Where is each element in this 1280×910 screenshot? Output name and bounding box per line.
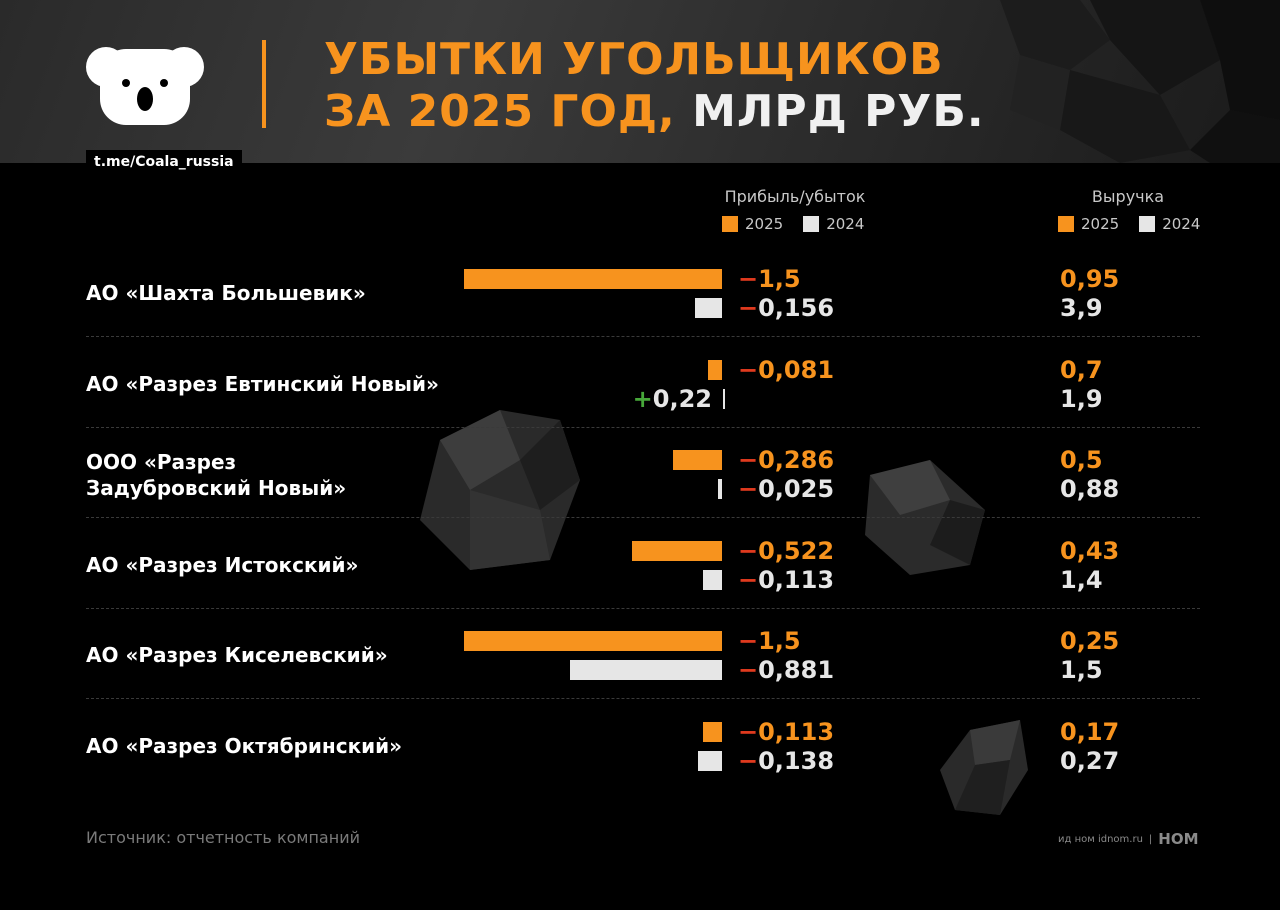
value-number: 0,522	[758, 536, 835, 565]
value-sign: −	[738, 717, 759, 746]
value-number: 0,113	[758, 717, 835, 746]
value-sign: −	[738, 446, 759, 474]
company-name: ООО «Разрез Задубровский Новый»	[86, 450, 347, 500]
title-line-2-white: МЛРД РУБ.	[692, 86, 985, 137]
title-divider	[262, 40, 266, 128]
legend-swatch-2025	[1058, 216, 1074, 232]
bar-2024	[717, 479, 722, 499]
value-number: 0,156	[758, 294, 835, 322]
coal-lump-image	[420, 410, 580, 570]
profit-value-2025: −0,113	[738, 718, 834, 746]
coal-texture-image	[1000, 0, 1280, 163]
revenue-value-2024: 0,27	[1060, 746, 1120, 775]
revenue-value-2024: 3,9	[1060, 294, 1103, 322]
profit-value-2025: −1,5	[738, 265, 801, 293]
bar-2024	[570, 660, 722, 680]
company-name: АО «Разрез Октябринский»	[86, 733, 403, 758]
profit-value-2025: −0,081	[738, 356, 834, 384]
legend-label-2024: 2024	[826, 215, 865, 233]
revenue-column-title: Выручка	[1091, 187, 1165, 206]
value-sign: −	[738, 265, 759, 293]
value-sign: −	[738, 294, 759, 322]
value-sign: −	[738, 656, 759, 684]
row-separator	[86, 698, 1200, 699]
legend-label-2024: 2024	[1162, 215, 1201, 233]
bar-2025	[632, 540, 722, 561]
value-sign: −	[738, 355, 759, 384]
company-name: АО «Разрез Истокский»	[86, 552, 359, 577]
profit-value-2025: −1,5	[738, 627, 801, 655]
bar-2024	[695, 298, 722, 318]
title-line-2-orange: ЗА 2025 ГОД,	[324, 86, 676, 137]
row-separator	[86, 607, 1200, 609]
revenue-value-2024: 0,88	[1060, 475, 1120, 503]
source-note: Источник: отчетность компаний	[86, 828, 360, 847]
channel-handle[interactable]: t.me/Coala_russia	[86, 150, 242, 174]
revenue-value-2025: 0,17	[1060, 717, 1120, 746]
coal-lump-image	[940, 720, 1028, 815]
value-sign: −	[738, 475, 759, 503]
revenue-value-2025: 0,43	[1060, 536, 1120, 565]
value-number: 0,025	[758, 475, 835, 503]
header-banner	[0, 0, 1280, 163]
bar-2025	[708, 359, 722, 380]
value-number: 1,5	[758, 265, 801, 293]
value-number: 0,881	[758, 656, 835, 684]
revenue-legend: 2025 2024	[1058, 215, 1200, 233]
value-sign: −	[738, 627, 759, 655]
revenue-value-2025: 0,25	[1060, 627, 1120, 655]
legend-swatch-2024	[1139, 216, 1156, 232]
legend-swatch-2025	[722, 216, 738, 232]
profit-value-2024: +0,22	[633, 385, 712, 413]
profit-value-2025: −0,286	[738, 446, 834, 474]
legend-label-2025: 2025	[1081, 215, 1120, 233]
profit-value-2025: −0,522	[738, 537, 834, 565]
value-number: 0,113	[758, 565, 835, 594]
page-title: УБЫТКИ УГОЛЬЩИКОВ ЗА 2025 ГОД, МЛРД РУБ.	[324, 34, 985, 138]
company-name: АО «Разрез Киселевский»	[86, 643, 388, 667]
value-number: 1,5	[758, 627, 801, 655]
value-sign: −	[738, 746, 759, 775]
bar-2024	[698, 750, 722, 771]
row-separator	[86, 517, 1200, 518]
profit-legend: 2025 2024	[722, 215, 864, 233]
value-number: 0,286	[758, 446, 835, 474]
row-separator	[86, 426, 1200, 428]
value-sign: −	[738, 565, 759, 594]
row-separator	[86, 336, 1200, 337]
legend-label-2025: 2025	[745, 215, 784, 233]
bar-2024	[723, 388, 725, 409]
credit-brand: НОМ	[1158, 830, 1199, 848]
credit: ид ном idnom.ru | НОМ	[1058, 830, 1199, 848]
value-number: 0,138	[758, 746, 835, 775]
revenue-value-2025: 0,5	[1060, 446, 1103, 474]
company-name: АО «Шахта Большевик»	[86, 281, 366, 305]
title-line-1: УБЫТКИ УГОЛЬЩИКОВ	[324, 34, 944, 85]
profit-value-2024: −0,881	[738, 656, 834, 684]
value-number: 0,081	[758, 355, 835, 384]
credit-small: ид ном idnom.ru	[1058, 833, 1143, 845]
profit-value-2024: −0,025	[738, 475, 834, 503]
revenue-value-2025: 0,7	[1060, 355, 1103, 384]
value-number: 0,22	[652, 384, 712, 413]
bar-2025	[672, 450, 722, 470]
legend-swatch-2024	[803, 216, 820, 232]
profit-value-2024: −0,113	[738, 566, 834, 594]
bar-2025	[464, 631, 722, 651]
koala-logo-icon	[86, 47, 204, 125]
bar-2025	[702, 721, 722, 742]
revenue-value-2024: 1,4	[1060, 565, 1103, 594]
value-sign: +	[632, 384, 653, 413]
value-sign: −	[738, 536, 759, 565]
profit-value-2024: −0,156	[738, 294, 834, 322]
revenue-value-2025: 0,95	[1060, 265, 1120, 293]
profit-column-title: Прибыль/убыток	[724, 187, 866, 206]
revenue-value-2024: 1,5	[1060, 656, 1103, 684]
bar-2024	[702, 569, 722, 590]
bar-2025	[464, 269, 722, 289]
company-name: АО «Разрез Евтинский Новый»	[86, 371, 439, 396]
profit-value-2024: −0,138	[738, 747, 834, 775]
revenue-value-2024: 1,9	[1060, 384, 1103, 413]
